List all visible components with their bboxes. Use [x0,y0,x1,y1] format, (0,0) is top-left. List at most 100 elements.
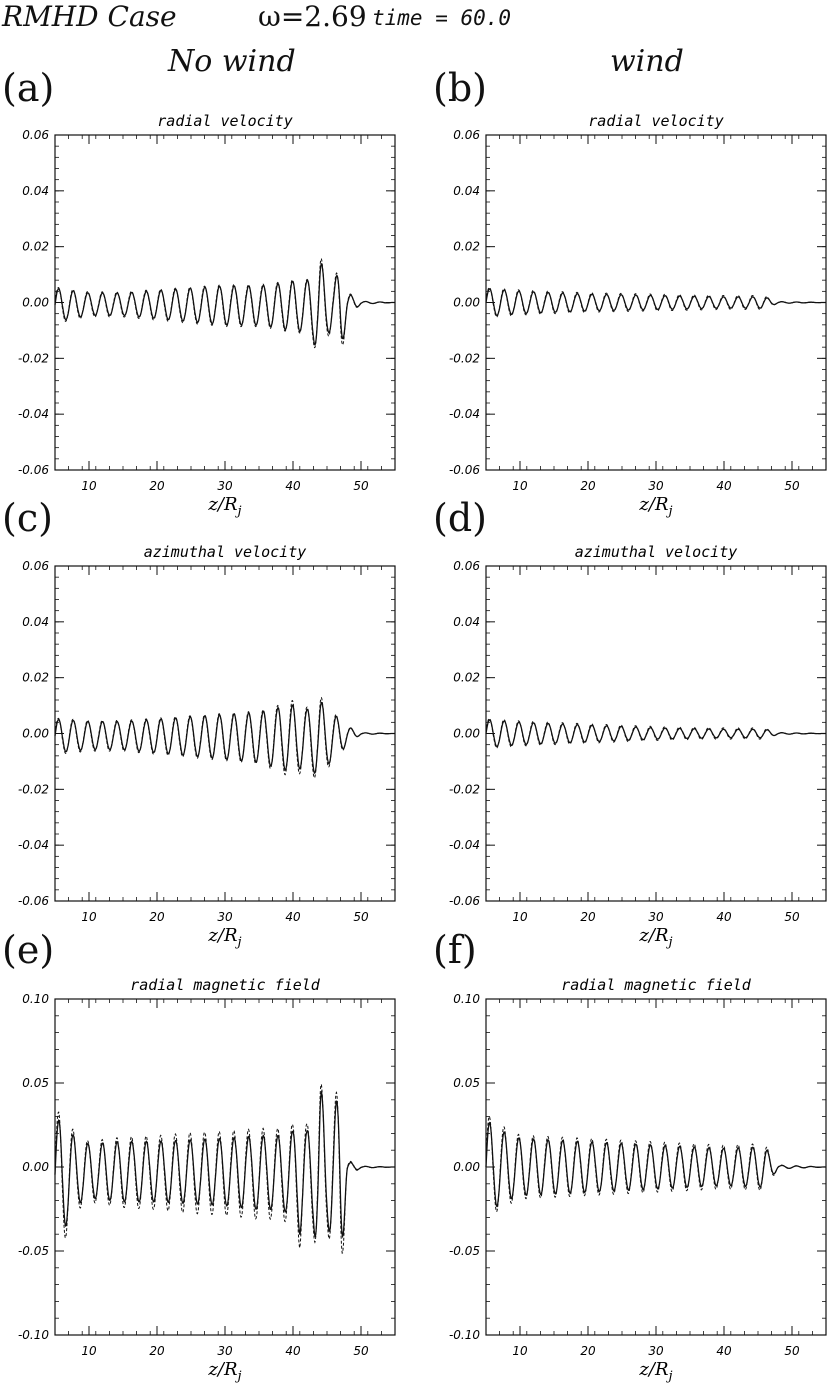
x-tick-label: 10 [81,910,97,924]
x-tick-label: 50 [353,910,369,924]
x-tick-label: 20 [580,479,596,493]
x-tick-label: 50 [784,479,800,493]
y-tick-label: 0.06 [453,559,480,573]
chart-panel-c: azimuthal velocity -0.06 -0.04 -0.02 0.00 0.0… [18,543,396,950]
x-tick-label: 50 [784,910,800,924]
header-case: RMHD Case [2,0,177,33]
x-tick-label: 30 [648,479,664,493]
y-tick-label: -0.10 [18,1328,49,1342]
y-tick-label: 0.00 [22,727,49,741]
x-tick-label: 10 [512,910,528,924]
x-tick-label: 10 [81,1344,97,1358]
series-solid [54,262,395,346]
series-dashed [485,286,826,318]
chart-title: azimuthal velocity [144,543,307,561]
x-tick-label: 30 [648,1344,664,1358]
x-axis-label: z/Rj [638,1359,672,1384]
y-tick-label: -0.04 [449,838,480,852]
y-tick-label: 0.02 [22,671,49,685]
panel-label-c: (c) [2,496,53,540]
x-tick-label: 20 [149,479,165,493]
y-tick-label: -0.04 [18,838,49,852]
chart-panel-e: radial magnetic field -0.10 -0.05 0.00 0.05 0… [18,976,396,1384]
series-solid [485,1121,826,1208]
chart-title: radial velocity [157,112,292,130]
chart-panel-b: radial velocity -0.06 -0.04 -0.02 0.00 0.02 0.… [449,112,827,519]
y-tick-label: 0.05 [453,1076,480,1090]
x-tick-label: 40 [716,1344,732,1358]
y-tick-label: -0.06 [449,894,480,908]
chart-title: radial magnetic field [130,976,321,994]
y-tick-label: -0.04 [18,407,49,421]
y-tick-label: -0.02 [449,351,480,365]
y-tick-label: 0.00 [22,296,49,310]
y-tick-label: -0.10 [449,1328,480,1342]
y-tick-label: 0.06 [22,128,49,142]
chart-panel-d: azimuthal velocity -0.06 -0.04 -0.02 0.00 0.0… [449,543,827,950]
header-omega: ω=2.69 [258,0,367,33]
panel-label-d: (d) [433,496,487,540]
y-tick-label: -0.04 [449,407,480,421]
x-tick-label: 50 [784,1344,800,1358]
x-tick-label: 30 [217,1344,233,1358]
y-tick-label: -0.05 [18,1244,49,1258]
y-tick-label: 0.06 [453,128,480,142]
x-tick-label: 40 [285,1344,301,1358]
chart-title: radial magnetic field [561,976,752,994]
column-title-wind: wind [610,44,684,79]
panel-label-b: (b) [433,66,487,110]
x-tick-label: 20 [580,910,596,924]
series-dashed [485,1115,826,1213]
panel-label-a: (a) [2,66,55,110]
y-tick-label: 0.02 [453,240,480,254]
x-tick-label: 40 [716,479,732,493]
y-tick-label: -0.06 [18,463,49,477]
series-solid [54,1090,395,1239]
panel-label-f: (f) [433,928,477,972]
header-time: time = 60.0 [372,6,512,30]
x-tick-label: 10 [512,479,528,493]
series-dashed [54,696,395,779]
y-tick-label: -0.02 [449,782,480,796]
x-axis-label: z/Rj [207,1359,241,1384]
x-axis-label: z/Rj [207,494,241,519]
y-tick-label: -0.02 [18,351,49,365]
x-tick-label: 30 [217,910,233,924]
y-tick-label: 0.06 [22,559,49,573]
x-tick-label: 40 [716,910,732,924]
x-tick-label: 20 [149,910,165,924]
y-tick-label: 0.00 [22,1160,49,1174]
chart-panel-f: radial magnetic field -0.10 -0.05 0.00 0.05 0… [449,976,827,1384]
chart-panel-a: radial velocity -0.06 -0.04 -0.02 0.00 0.02 0.… [18,112,396,519]
y-tick-label: 0.02 [22,240,49,254]
x-axis-label: z/Rj [638,494,672,519]
x-tick-label: 20 [580,1344,596,1358]
y-tick-label: 0.04 [22,615,49,629]
x-tick-label: 20 [149,1344,165,1358]
x-tick-label: 40 [285,479,301,493]
chart-title: radial velocity [588,112,723,130]
x-tick-label: 10 [512,1344,528,1358]
y-tick-label: -0.05 [449,1244,480,1258]
series-dashed [485,717,826,749]
x-axis-label: z/Rj [207,925,241,950]
y-tick-label: 0.00 [453,296,480,310]
y-tick-label: 0.04 [453,184,480,198]
column-title-no-wind: No wind [168,44,296,79]
y-tick-label: 0.10 [22,992,49,1006]
y-tick-label: 0.00 [453,1160,480,1174]
x-axis-label: z/Rj [638,925,672,950]
x-tick-label: 30 [648,910,664,924]
x-tick-label: 40 [285,910,301,924]
chart-title: azimuthal velocity [575,543,738,561]
y-tick-label: -0.02 [18,782,49,796]
y-tick-label: 0.04 [22,184,49,198]
y-tick-label: 0.02 [453,671,480,685]
x-tick-label: 30 [217,479,233,493]
panel-label-e: (e) [2,928,55,972]
series-dashed [54,1083,395,1254]
series-dashed [54,258,395,349]
y-tick-label: 0.10 [453,992,480,1006]
x-tick-label: 50 [353,1344,369,1358]
